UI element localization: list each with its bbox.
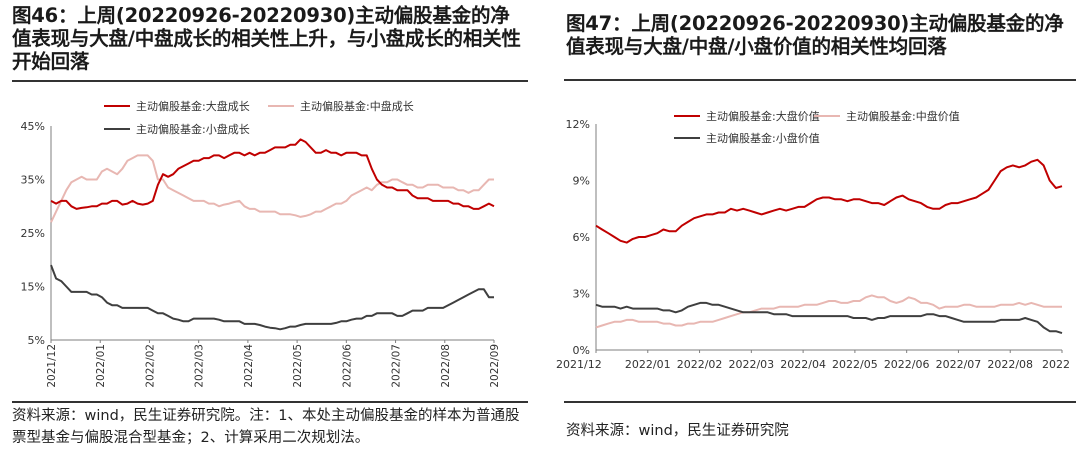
x-tick-label: 2022/03 [728,358,774,371]
title-divider [12,80,528,82]
legend-label: 主动偏股基金:小盘成长 [136,122,250,136]
x-tick-label: 2022/01 [625,358,671,371]
chart-title: 图47：上周(20220926-20220930)主动偏股基金的净值表现与大盘/… [566,12,1064,58]
x-tick-label: 2022/07 [936,358,982,371]
x-tick-label: 2022/01 [95,344,107,388]
chart-panel-47: 图47：上周(20220926-20220930)主动偏股基金的净值表现与大盘/… [552,0,1080,453]
x-tick-label: 2022/02 [677,358,723,371]
source-note: 资料来源：wind，民生证券研究院 [566,423,789,439]
legend-label: 主动偏股基金:小盘价值 [706,131,820,145]
legend-label: 主动偏股基金:中盘成长 [300,99,414,113]
source-divider [12,401,528,403]
x-tick-label: 2022/03 [194,344,206,388]
legend-label: 主动偏股基金:中盘价值 [846,109,960,123]
y-tick-label: 25% [21,227,45,240]
x-tick-label: 2022/09 [489,344,501,388]
series-line [50,154,494,223]
x-tick-label: 2022/06 [341,344,353,388]
x-tick-label: 2022/02 [144,344,156,388]
series-line [595,301,1063,335]
x-tick-label: 2021/12 [556,358,602,371]
y-tick-label: 6% [573,231,590,244]
source-note: 资料来源：wind，民生证券研究院。注：1、本处主动偏股基金的样本为普通股票型基… [12,408,520,446]
y-tick-label: 12% [566,118,590,131]
x-tick-label: 2022 [1042,358,1070,371]
series-line [50,138,495,210]
x-tick-label: 2022/08 [440,344,452,388]
y-tick-label: 5% [28,334,45,347]
source-divider [564,401,1076,403]
legend-label: 主动偏股基金:大盘成长 [136,99,250,113]
x-tick-label: 2022/08 [987,358,1033,371]
y-tick-label: 3% [573,288,590,301]
chart-46: 45% 35% 25% 15% 5%2021/12 2022/01 2022/02 2022/… [21,99,501,388]
x-tick-label: 2022/05 [292,344,304,388]
x-tick-label: 2022/07 [391,344,403,388]
chart-panel-46: 图46：上周(20220926-20220930)主动偏股基金的净值表现与大盘/… [0,0,532,453]
x-tick-label: 2022/05 [832,358,878,371]
y-tick-label: 35% [21,174,45,187]
x-tick-label: 2021/12 [46,344,58,388]
x-tick-label: 2022/04 [780,358,826,371]
y-tick-label: 45% [21,120,45,133]
title-divider [564,79,1076,81]
y-tick-label: 15% [21,281,45,294]
x-tick-label: 2022/04 [243,344,255,388]
chart-47: 12% 9% 6% 3% 0%2021/12 2022/01 2022/02 2022/03 2… [556,109,1070,371]
chart-title: 图46：上周(20220926-20220930)主动偏股基金的净值表现与大盘/… [12,4,521,73]
series-line [50,264,494,331]
series-line [595,158,1063,244]
y-tick-label: 9% [573,175,590,188]
series-line [595,294,1062,329]
y-tick-label: 0% [573,344,590,357]
x-tick-label: 2022/06 [884,358,930,371]
legend-label: 主动偏股基金:大盘价值 [706,109,820,123]
